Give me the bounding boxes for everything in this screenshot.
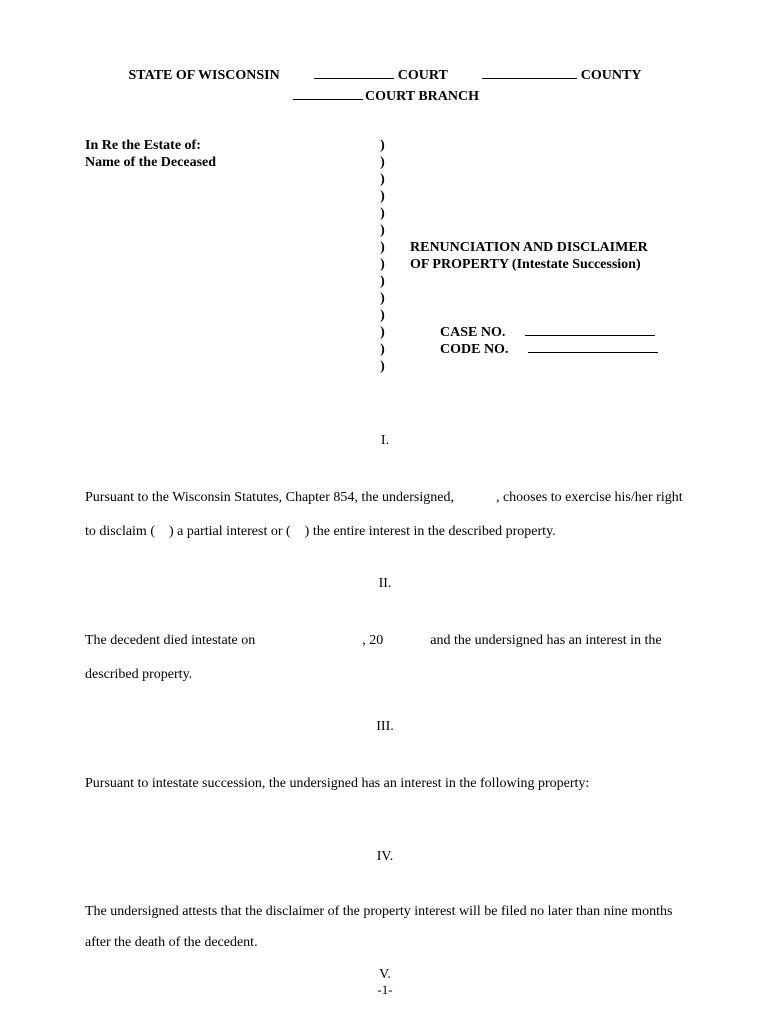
paragraph-4: The undersigned attests that the disclai… [85, 897, 685, 959]
paragraph-2: The decedent died intestate on , 20 and … [85, 624, 685, 691]
para1-text-d: ) a partial interest or ( [169, 524, 291, 539]
para2-text-a: The decedent died intestate on [85, 633, 255, 648]
para1-text-e: ) the entire interest in the described p… [305, 524, 556, 539]
para2-text-d: described property. [85, 667, 192, 682]
court-blank[interactable] [314, 78, 394, 79]
county-blank[interactable] [482, 78, 577, 79]
section-iii: III. [85, 716, 685, 737]
paragraph-3: Pursuant to intestate succession, the un… [85, 767, 685, 801]
case-caption: In Re the Estate of: Name of the Decease… [85, 137, 685, 375]
para2-text-b: , 20 [362, 633, 383, 648]
para1-text-a: Pursuant to the Wisconsin Statutes, Chap… [85, 490, 454, 505]
para3-text: Pursuant to intestate succession, the un… [85, 776, 589, 791]
county-label: COUNTY [581, 65, 642, 86]
para2-text-c: and the undersigned has an interest in t… [430, 633, 661, 648]
court-label: COURT [398, 65, 448, 86]
court-branch-blank[interactable] [293, 99, 363, 100]
deceased-label: Name of the Deceased [85, 154, 375, 171]
code-no-blank[interactable] [528, 352, 658, 353]
in-re-label: In Re the Estate of: [85, 137, 375, 154]
doc-title-line1: RENUNCIATION AND DISCLAIMER [410, 239, 685, 256]
para4-text-a: The undersigned attests that the disclai… [85, 904, 600, 919]
state-label: STATE OF WISCONSIN [129, 65, 280, 86]
code-no-label: CODE NO. [440, 341, 508, 358]
para1-text-b: , chooses to exercise [496, 490, 611, 505]
case-no-label: CASE NO. [440, 324, 505, 341]
section-i: I. [85, 430, 685, 451]
doc-title-line2: OF PROPERTY (Intestate Succession) [410, 256, 685, 273]
document-header: STATE OF WISCONSIN COURT COUNTY COURT BR… [85, 65, 685, 107]
page-number: -1- [377, 980, 392, 1000]
section-iv: IV. [85, 846, 685, 867]
court-branch-label: COURT BRANCH [365, 86, 479, 107]
case-no-blank[interactable] [525, 335, 655, 336]
paren-column: ) ) ) ) ) ) ) ) ) ) ) ) ) ) [375, 137, 390, 375]
section-ii: II. [85, 573, 685, 594]
paragraph-1: Pursuant to the Wisconsin Statutes, Chap… [85, 481, 685, 548]
